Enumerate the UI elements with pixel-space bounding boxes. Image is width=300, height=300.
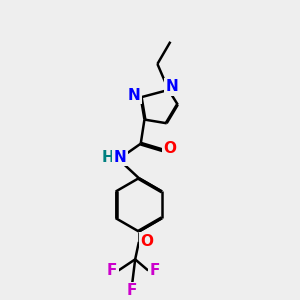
Text: H: H (102, 150, 115, 165)
Text: O: O (163, 141, 176, 156)
Text: F: F (106, 263, 117, 278)
Text: N: N (128, 88, 140, 103)
Text: H: H (102, 150, 115, 165)
Text: N: N (114, 150, 127, 165)
Text: O: O (140, 234, 154, 249)
Text: F: F (150, 263, 160, 278)
Text: O: O (163, 141, 176, 156)
Text: N: N (128, 88, 140, 103)
Text: N: N (165, 80, 178, 94)
Text: F: F (127, 284, 137, 298)
Text: F: F (127, 284, 137, 298)
Text: F: F (150, 263, 160, 278)
Text: N: N (165, 80, 178, 94)
Text: F: F (106, 263, 117, 278)
Text: N: N (114, 150, 127, 165)
Text: O: O (140, 234, 154, 249)
